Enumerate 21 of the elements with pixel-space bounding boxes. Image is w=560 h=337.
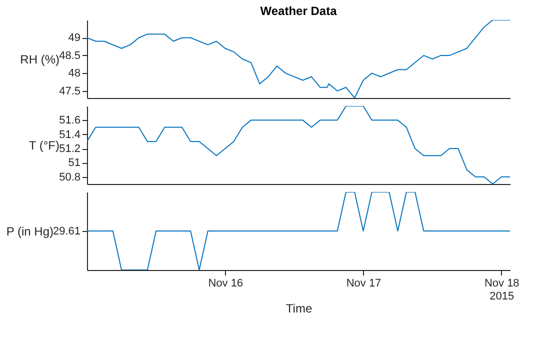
y-axis-title: P (in Hg)	[6, 224, 54, 238]
y-tick-label: 51.2	[59, 143, 80, 156]
x-tick-label: Nov 16	[208, 278, 244, 290]
x-tick-label: Nov 18	[484, 278, 520, 290]
y-axis-title: T (°F)	[28, 138, 60, 152]
y-tick-label: 51	[68, 157, 80, 170]
line-series	[87, 106, 510, 184]
y-tick-label: 48	[68, 68, 80, 80]
x-axis-title: Time	[286, 302, 312, 316]
y-tick-label: 51.6	[59, 114, 80, 127]
x-tick-label: Nov 17	[346, 278, 382, 290]
text: 2015	[490, 290, 514, 302]
y-tick-label: 50.8	[59, 171, 80, 184]
chart-title: Weather Data	[260, 4, 338, 18]
y-tick-label: 51.4	[59, 128, 80, 141]
y-tick-label: 49	[68, 32, 80, 44]
y-axis-title: RH (%)	[20, 52, 60, 66]
line-series	[87, 20, 510, 98]
y-tick-label: 48.5	[59, 50, 80, 62]
y-tick-label: 47.5	[59, 85, 80, 98]
text: 29.61	[52, 226, 80, 238]
